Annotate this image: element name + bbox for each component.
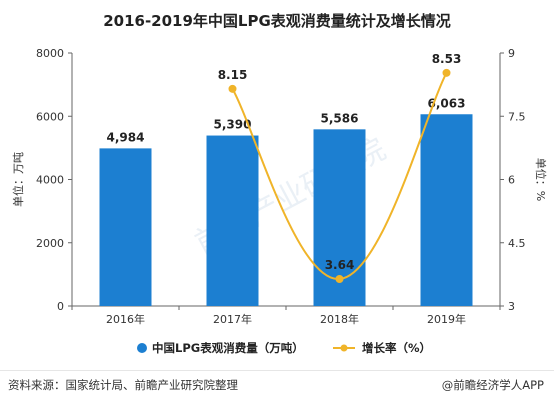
growth-value-label: 8.15 (218, 68, 248, 82)
growth-value-label: 8.53 (432, 52, 462, 66)
y-right-tick-label: 3 (508, 300, 515, 313)
x-tick-label: 2016年 (106, 312, 145, 326)
legend-line-label: 增长率（%） (362, 341, 431, 355)
y-right-tick-label: 9 (508, 47, 515, 60)
y-left-tick-label: 8000 (36, 47, 64, 60)
bar (99, 148, 152, 306)
bar (206, 135, 259, 306)
bar-value-label: 6,063 (428, 96, 466, 110)
legend-line-marker (340, 344, 348, 352)
growth-value-label: 3.64 (325, 258, 355, 272)
bar-value-label: 5,390 (214, 118, 252, 132)
brand-text: @前瞻经济学人APP (441, 378, 544, 392)
bar-value-label: 4,984 (107, 130, 145, 144)
chart-title: 2016-2019年中国LPG表观消费量统计及增长情况 (103, 12, 451, 30)
footer-divider (0, 370, 554, 371)
source-text: 资料来源：国家统计局、前瞻产业研究院整理 (8, 378, 238, 392)
y-right-tick-label: 4.5 (508, 237, 526, 250)
y-right-tick-label: 7.5 (508, 110, 526, 123)
y-left-tick-label: 6000 (36, 110, 64, 123)
x-tick-label: 2017年 (213, 312, 252, 326)
growth-point (442, 68, 451, 77)
growth-point (335, 275, 344, 284)
x-tick-label: 2019年 (427, 312, 466, 326)
growth-point (228, 84, 237, 93)
y-left-tick-label: 4000 (36, 174, 64, 187)
bar (420, 114, 473, 306)
y-left-axis-label: 单位：万吨 (11, 152, 25, 207)
y-right-axis-label: 单位：% (534, 158, 548, 201)
bar-value-label: 5,586 (321, 111, 359, 125)
y-left-tick-label: 2000 (36, 237, 64, 250)
legend-bar-label: 中国LPG表观消费量（万吨） (152, 341, 304, 355)
legend-bar-swatch (137, 343, 147, 353)
y-right-tick-label: 6 (508, 174, 515, 187)
y-left-tick-label: 0 (57, 300, 64, 313)
x-tick-label: 2018年 (320, 312, 359, 326)
